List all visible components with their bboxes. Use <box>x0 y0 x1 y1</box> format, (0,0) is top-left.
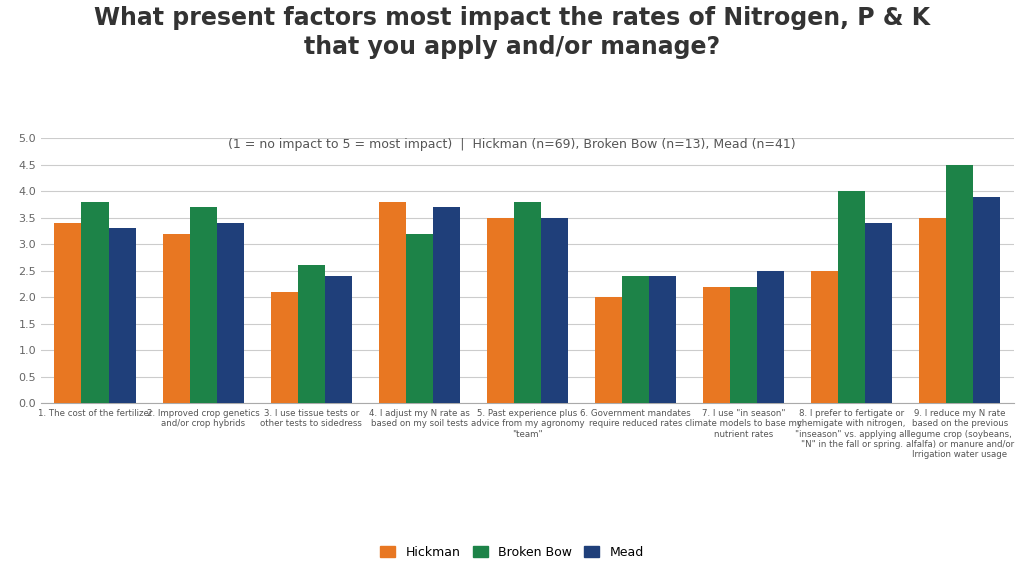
Bar <box>406 234 433 403</box>
Bar <box>486 218 514 403</box>
Text: What present factors most impact the rates of Nitrogen, P & K
that you apply and: What present factors most impact the rat… <box>94 6 930 59</box>
Bar <box>433 207 460 403</box>
Bar <box>757 271 784 403</box>
Bar <box>82 202 109 403</box>
Bar <box>298 266 325 403</box>
Bar <box>703 287 730 403</box>
Bar <box>865 223 892 403</box>
Bar <box>514 202 541 403</box>
Bar <box>54 223 82 403</box>
Bar <box>163 234 189 403</box>
Bar <box>811 271 838 403</box>
Bar <box>109 228 135 403</box>
Bar <box>325 276 351 403</box>
Bar <box>920 218 946 403</box>
Bar <box>595 297 622 403</box>
Bar <box>649 276 676 403</box>
Bar <box>541 218 568 403</box>
Bar <box>379 202 406 403</box>
Bar <box>730 287 757 403</box>
Text: (1 = no impact to 5 = most impact)  |  Hickman (n=69), Broken Bow (n=13), Mead (: (1 = no impact to 5 = most impact) | Hic… <box>228 138 796 151</box>
Bar <box>217 223 244 403</box>
Bar <box>838 191 865 403</box>
Bar <box>946 165 973 403</box>
Bar <box>622 276 649 403</box>
Bar <box>270 292 298 403</box>
Legend: Hickman, Broken Bow, Mead: Hickman, Broken Bow, Mead <box>376 541 648 564</box>
Bar <box>189 207 217 403</box>
Bar <box>973 196 1000 403</box>
